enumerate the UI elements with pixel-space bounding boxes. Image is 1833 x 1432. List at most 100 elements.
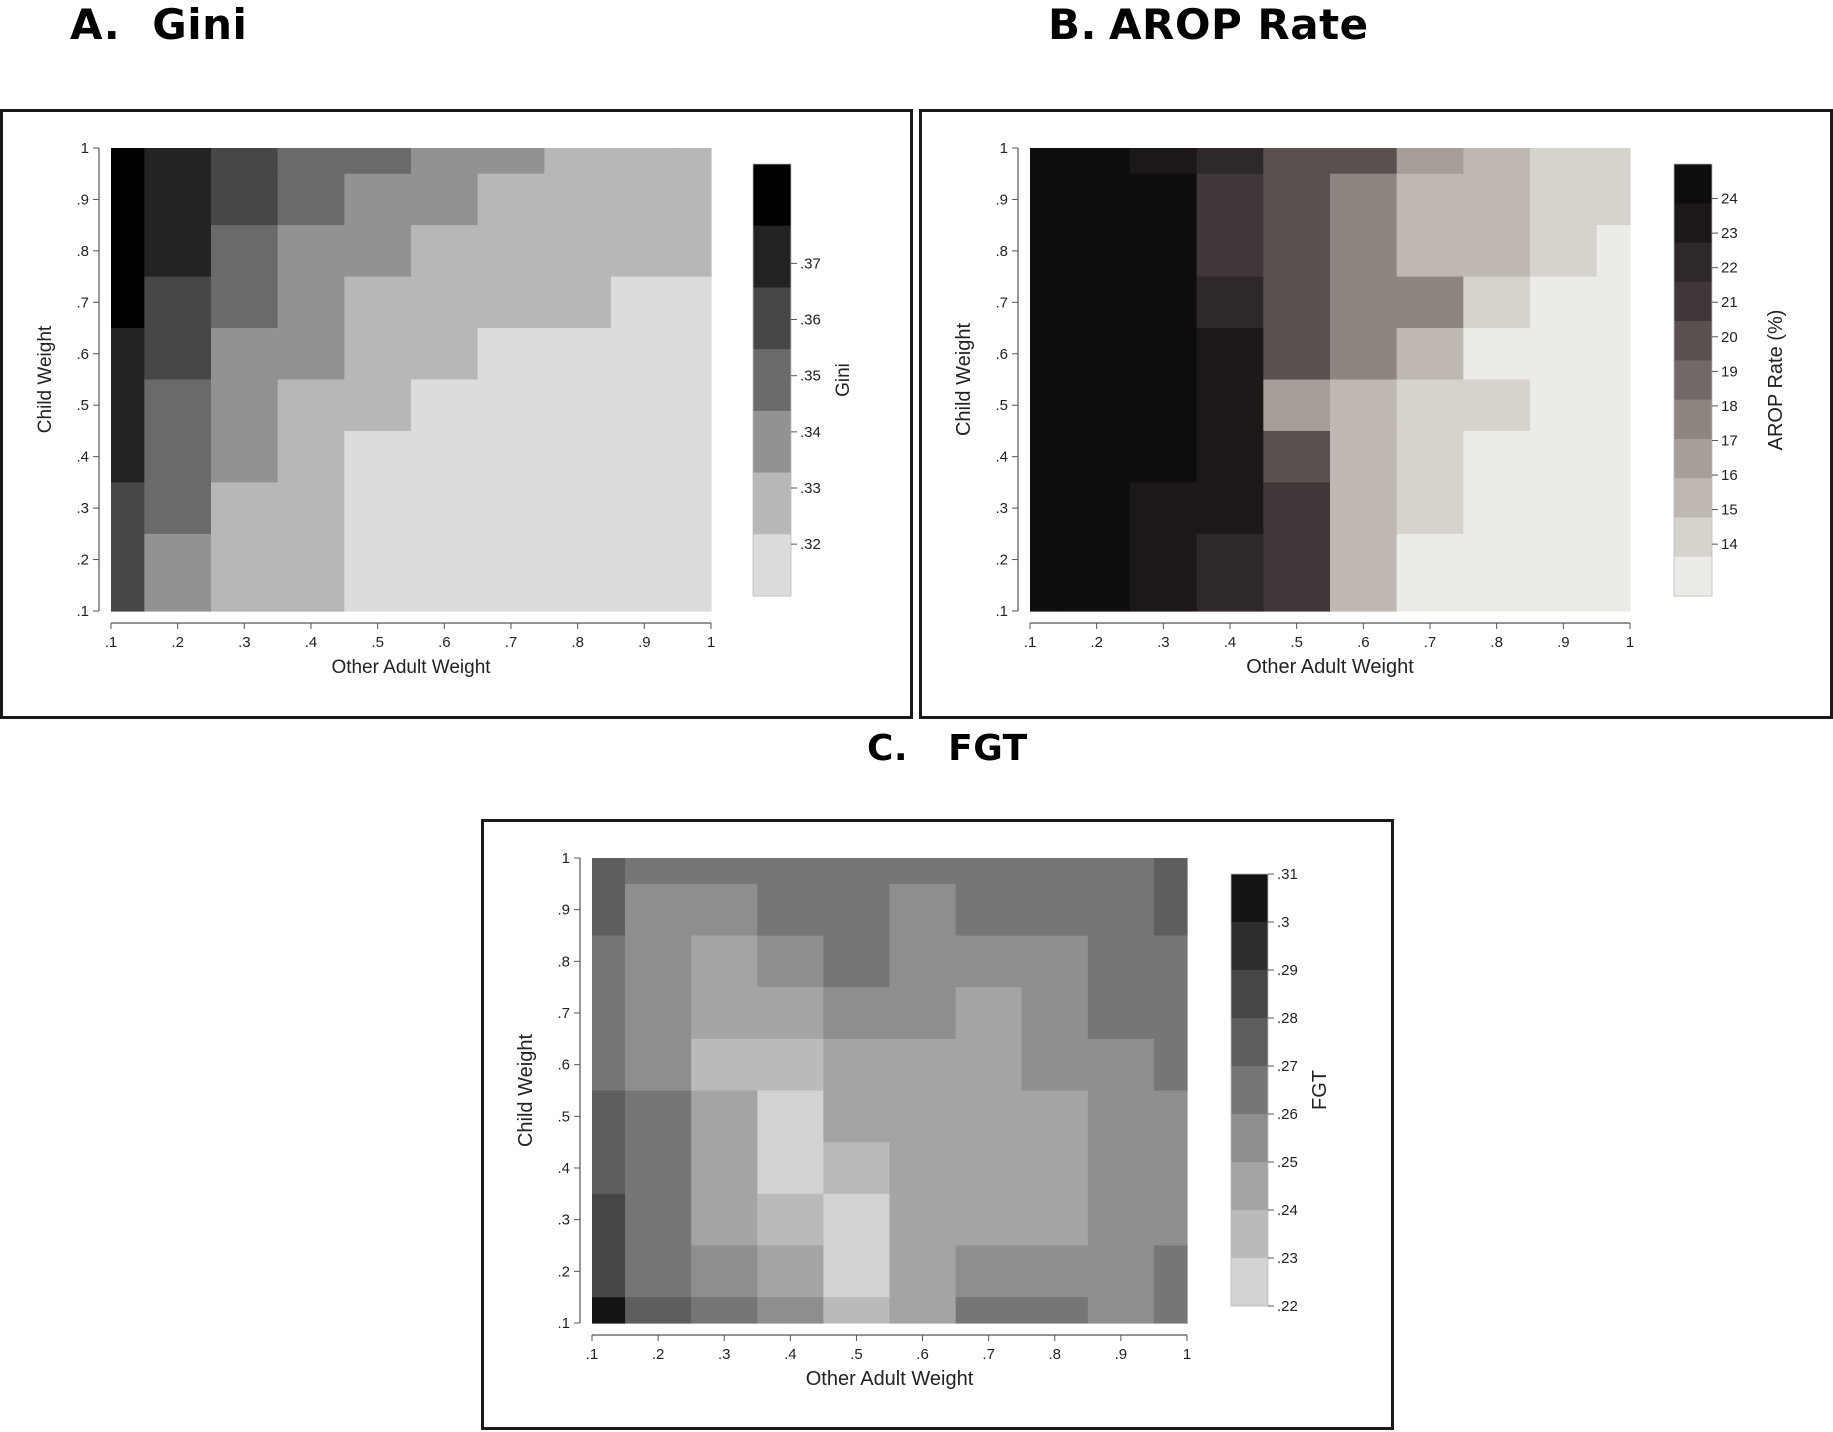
heatmap-cell xyxy=(111,276,145,329)
heatmap-cell xyxy=(1263,430,1331,483)
heatmap-cell xyxy=(1463,533,1531,586)
heatmap-cell xyxy=(677,482,712,535)
legend-color-bin xyxy=(1231,1162,1268,1211)
heatmap-cell xyxy=(477,379,545,432)
heatmap-cells xyxy=(592,858,1188,1324)
heatmap-cell xyxy=(757,1193,824,1247)
y-tick-label: .6 xyxy=(557,1057,570,1074)
heatmap-cell xyxy=(1530,482,1598,535)
heatmap-cell xyxy=(889,1245,957,1298)
legend-tick-label: 17 xyxy=(1721,432,1738,449)
x-tick-label: .6 xyxy=(438,634,451,651)
heatmap-cell xyxy=(1330,482,1398,535)
heatmap-cell xyxy=(1063,379,1131,432)
y-tick-label: .2 xyxy=(76,552,89,569)
heatmap-cell xyxy=(544,533,612,586)
heatmap-cell xyxy=(1530,379,1598,432)
heatmap-cell xyxy=(823,1142,891,1195)
heatmap-cell xyxy=(1196,328,1264,381)
heatmap-cell xyxy=(592,858,626,885)
x-tick-label: .5 xyxy=(1290,634,1303,651)
legend-color-bin xyxy=(1674,517,1712,558)
heatmap-cell xyxy=(757,1245,824,1298)
heatmap-cell xyxy=(1030,533,1064,586)
heatmap-cell xyxy=(1596,225,1631,278)
legend-color-bin xyxy=(753,164,791,227)
x-tick-label: .9 xyxy=(638,634,651,651)
legend-color-bin xyxy=(753,225,791,288)
heatmap-cell xyxy=(677,225,712,278)
legend-color-bin xyxy=(1674,321,1712,361)
heatmap-cell xyxy=(955,883,1023,937)
heatmap-cell xyxy=(625,1297,692,1324)
heatmap-cell xyxy=(1087,935,1155,988)
legend-tick-label: 16 xyxy=(1721,467,1738,484)
legend-color-bin xyxy=(1674,281,1712,322)
legend-color-bin xyxy=(1674,203,1712,244)
heatmap-cell xyxy=(625,1038,692,1092)
x-tick-label: .8 xyxy=(571,634,584,651)
heatmap-cell xyxy=(1130,430,1198,483)
heatmap-cell xyxy=(1087,883,1155,937)
heatmap-cell xyxy=(1021,1142,1089,1195)
heatmap-cell xyxy=(955,1297,1023,1324)
heatmap-cell xyxy=(344,276,412,329)
y-axis-label: Child Weight xyxy=(953,323,975,436)
heatmap-cell xyxy=(1130,482,1198,535)
heatmap-cell xyxy=(1087,1090,1155,1143)
heatmap-cell xyxy=(1153,1193,1188,1247)
y-tick-label: .5 xyxy=(557,1108,570,1125)
heatmap-cell xyxy=(1087,1245,1155,1298)
heatmap-cell xyxy=(823,1245,891,1298)
heatmap-cell xyxy=(757,1038,824,1092)
heatmap-cell xyxy=(277,482,345,535)
heatmap-cell xyxy=(1463,482,1531,535)
heatmap-cell xyxy=(411,379,479,432)
heatmap-cell xyxy=(1063,482,1131,535)
heatmap-cell xyxy=(277,430,345,483)
legend-color-bin xyxy=(1674,164,1712,204)
legend-color-bin xyxy=(753,287,791,350)
heatmap-cell xyxy=(823,987,891,1040)
heatmap-cell xyxy=(1263,276,1331,329)
x-tick-label: .7 xyxy=(982,1346,995,1363)
y-tick-label: .3 xyxy=(995,500,1008,517)
heatmap-cell xyxy=(344,482,412,535)
heatmap-cell xyxy=(691,935,758,988)
heatmap-cell xyxy=(592,987,626,1040)
legend-color-bin xyxy=(1674,438,1712,479)
heatmap-cell xyxy=(955,1142,1023,1195)
heatmap-cell xyxy=(611,148,679,175)
heatmap-cell xyxy=(277,173,345,226)
legend-color-bin xyxy=(753,472,791,535)
legend-tick-label: .27 xyxy=(1277,1058,1298,1075)
heatmap-cell xyxy=(1021,1193,1089,1247)
heatmap-cell xyxy=(1530,173,1598,226)
y-tick-label: .8 xyxy=(557,953,570,970)
heatmap-cell xyxy=(1596,328,1631,381)
heatmap-cell xyxy=(277,533,345,586)
heatmap-cell xyxy=(691,1090,758,1143)
legend-color-bin xyxy=(1674,556,1712,597)
heatmap-cell xyxy=(544,430,612,483)
heatmap-cell xyxy=(211,533,279,586)
heatmap-cell xyxy=(1130,225,1198,278)
heatmap-cell xyxy=(1130,585,1198,612)
heatmap-cell xyxy=(611,585,679,612)
heatmap-cell xyxy=(1021,1090,1089,1143)
x-tick-label: .9 xyxy=(1115,1346,1128,1363)
heatmap-cell xyxy=(1330,148,1398,175)
heatmap-cell xyxy=(1087,1142,1155,1195)
heatmap-cell xyxy=(277,379,345,432)
fgt-heatmap-chart: .1 .2 .3 .4 .5 .6 .7 .8 .9 1 .1 .2 .3 .4 .5 .6 .7 .8 .9 1 Ot… xyxy=(515,850,1331,1390)
x-tick-label: .7 xyxy=(505,634,518,651)
y-tick-label: 1 xyxy=(1000,140,1008,157)
heatmap-cell xyxy=(1596,482,1631,535)
y-tick-label: .9 xyxy=(76,191,89,208)
heatmap-cell xyxy=(1196,430,1264,483)
heatmap-cell xyxy=(1596,430,1631,483)
heatmap-cell xyxy=(823,1193,891,1247)
panel-a-letter: A. xyxy=(70,0,121,49)
x-axis-label: Other Adult Weight xyxy=(806,1368,974,1390)
y-tick-label: .4 xyxy=(557,1160,570,1177)
